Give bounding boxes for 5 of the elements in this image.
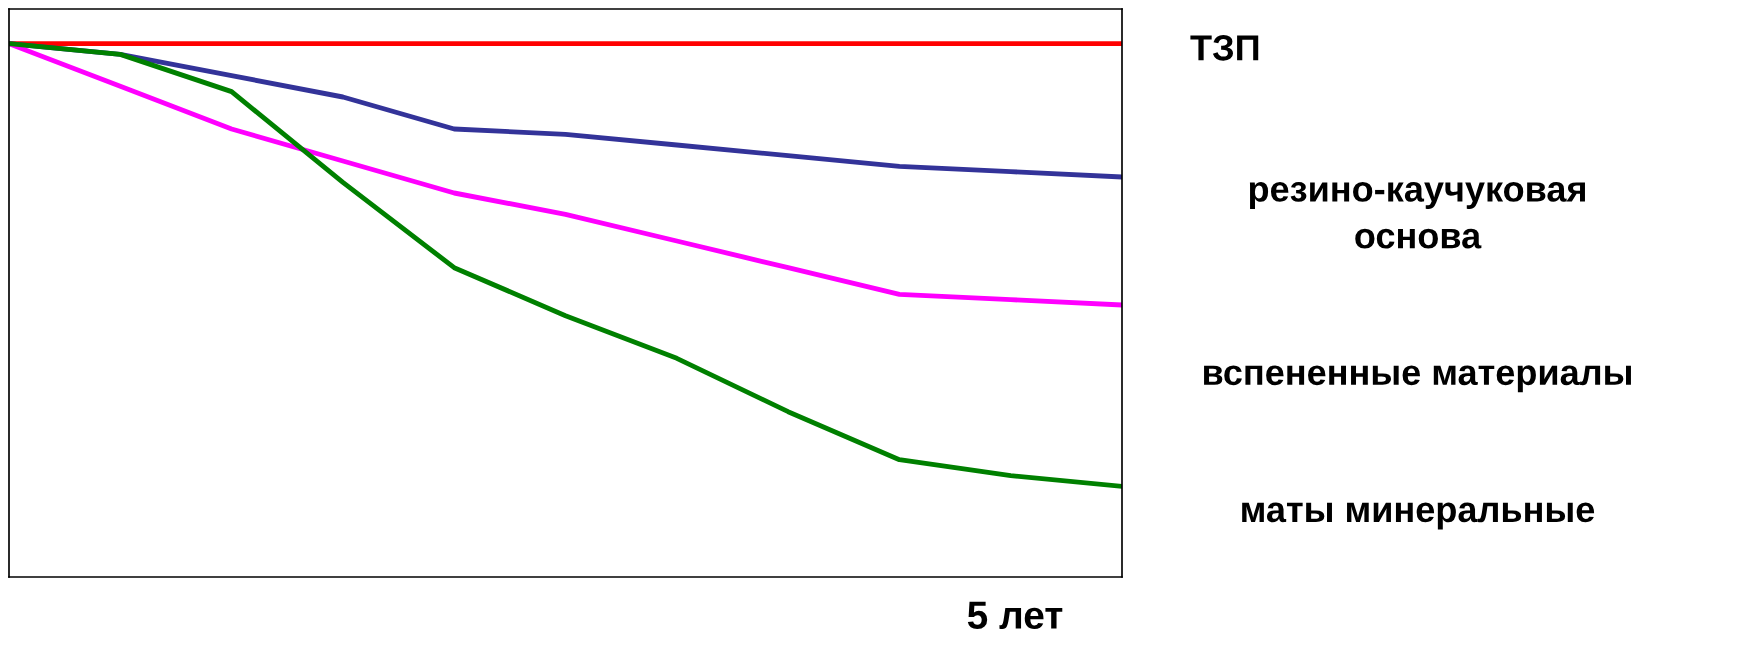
text: маты минеральные <box>1242 502 1595 530</box>
text: вспененные материалы <box>1204 365 1631 393</box>
x-axis-title: 5 лет <box>967 601 1063 629</box>
text: резино-каучуковая основа <box>1249 181 1585 249</box>
series-label: ТЗП <box>1190 35 1259 61</box>
